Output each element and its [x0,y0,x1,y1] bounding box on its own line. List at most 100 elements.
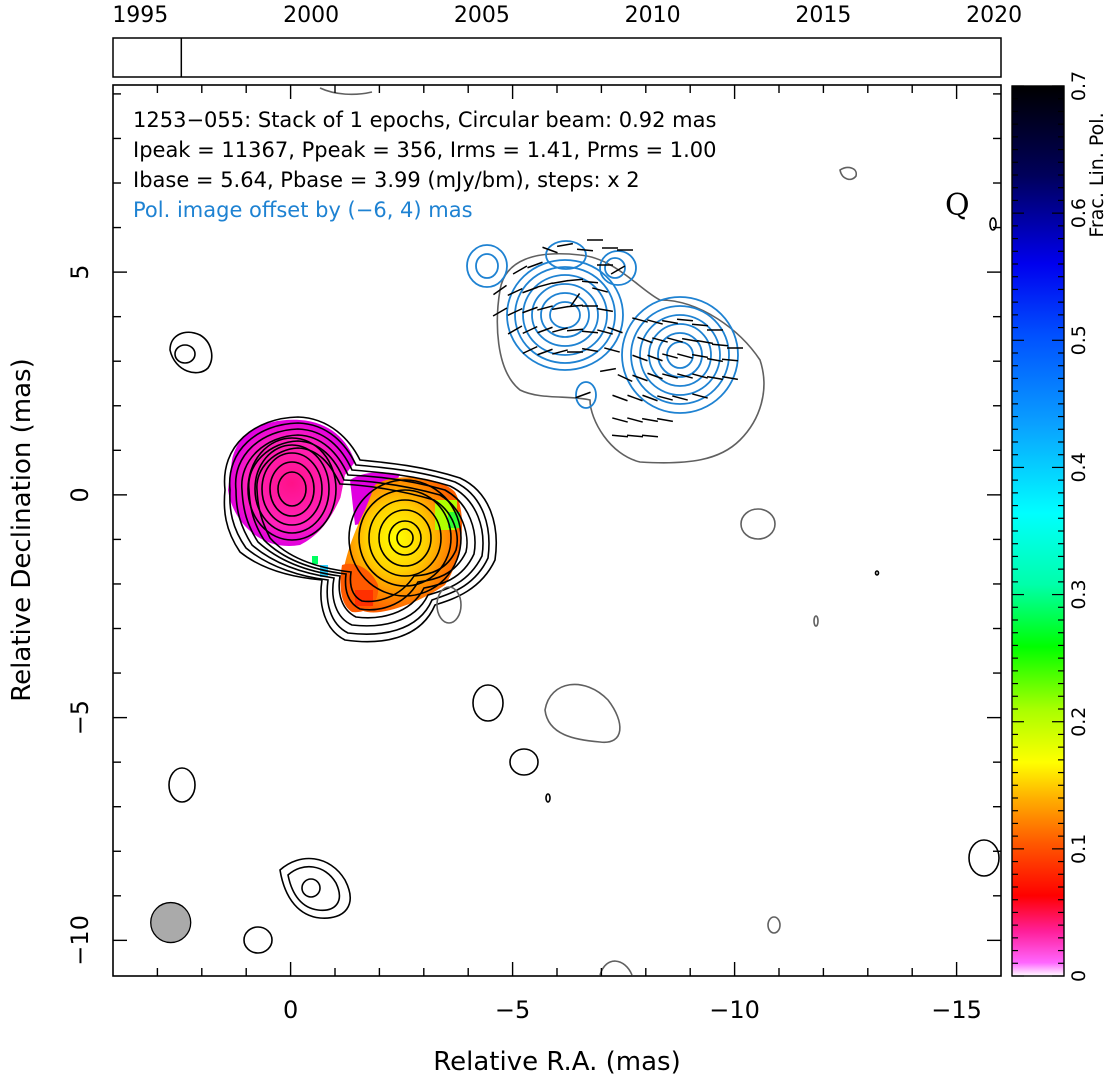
colorbar: 0 0.1 0.2 0.3 0.4 0.5 0.6 0.7 Frac. Lin. Pol. [1011,71,1108,982]
evpa-tick [632,317,648,323]
y-tick-label: 5 [66,264,94,279]
evpa-tick [721,375,739,381]
evpa-tick [507,307,523,317]
evpa-tick [556,242,574,248]
beam-ellipse [150,901,192,944]
evpa-tick [542,246,558,254]
timeline-tick-label: 2005 [454,3,510,28]
colorbar-label: Frac. Lin. Pol. [1086,112,1108,237]
evpa-tick [611,434,629,438]
annotation-line-1: 1253−055: Stack of 1 epochs, Circular be… [133,108,716,132]
evpa-tick [537,348,553,356]
evpa-tick [537,305,553,311]
evpa-tick [642,394,658,402]
evpa-vectors [492,239,743,438]
evpa-tick [641,417,659,423]
evpa-tick [632,374,648,382]
colorbar-ticks: 0 0.1 0.2 0.3 0.4 0.5 0.6 0.7 [1012,71,1090,982]
colorbar-tick-label: 0.4 [1068,452,1090,482]
timeline-tick-label: 2020 [966,3,1022,28]
evpa-tick [522,345,538,355]
evpa-tick [581,280,599,284]
evpa-tick [569,293,581,307]
evpa-tick [522,286,538,294]
evpa-tick [552,349,568,355]
evpa-tick [512,265,528,275]
evpa-tick [492,307,508,317]
evpa-tick [647,354,663,362]
evpa-tick [647,319,663,325]
colorbar-gradient [1011,85,1065,977]
evpa-tick [626,434,644,438]
evpa-tick [706,375,724,381]
colorbar-tick-label: 0.1 [1068,834,1090,864]
evpa-tick [522,325,538,335]
y-tick-label: −10 [66,915,94,966]
evpa-tick [617,373,633,383]
evpa-tick [592,287,608,293]
evpa-tick [656,417,674,423]
colorbar-tick-label: 0.5 [1068,325,1090,355]
stokes-i-contours [168,217,1000,954]
evpa-tick [566,328,584,332]
evpa-tick [507,325,523,335]
evpa-tick [527,261,543,269]
evpa-tick [627,417,643,423]
evpa-tick [691,323,709,327]
evpa-tick [599,367,617,373]
evpa-tick [637,336,653,344]
timeline-tick-label: 2010 [625,3,681,28]
y-tick-label: −5 [66,700,94,735]
colorbar-tick-label: 0 [1068,970,1090,982]
quasar-label: Q [945,188,970,223]
evpa-tick [576,248,594,252]
annotation-line-4: Pol. image offset by (−6, 4) mas [133,198,473,222]
timeline-tick-label: 2000 [283,3,339,28]
evpa-tick [597,329,613,335]
evpa-tick [507,287,523,297]
evpa-tick [604,347,620,353]
annotation-line-2: Ipeak = 11367, Ppeak = 356, Irms = 1.41,… [133,138,716,162]
evpa-tick [632,354,648,362]
evpa-tick [662,373,678,379]
polarized-intensity-contours [466,240,739,414]
evpa-tick [692,393,708,399]
timeline-tick-label: 1995 [112,3,168,28]
evpa-tick [607,326,623,334]
evpa-tick [647,372,663,380]
evpa-tick [537,326,553,334]
evpa-tick [661,319,679,325]
evpa-tick [691,353,709,359]
colorbar-tick-label: 0.2 [1068,707,1090,737]
evpa-tick [581,330,599,334]
evpa-tick [677,373,693,379]
evpa-tick [706,357,724,363]
evpa-tick [566,278,584,282]
evpa-tick [537,282,553,288]
y-axis-label: Relative Declination (mas) [7,358,37,701]
y-tick-label: 0 [66,487,94,502]
evpa-tick [627,394,643,402]
evpa-tick [552,327,568,333]
colorbar-tick-label: 0.6 [1068,198,1090,228]
evpa-tick [676,318,694,322]
evpa-tick [657,395,673,401]
evpa-tick [551,279,569,285]
y-tick-labels: 5 0 −5 −10 [66,264,94,965]
plot-area: 1253−055: Stack of 1 epochs, Circular be… [7,84,1002,1077]
evpa-tick [612,417,628,423]
evpa-tick [696,339,714,345]
evpa-tick [612,394,628,402]
evpa-tick [575,391,591,399]
axis-ticks [113,85,1001,976]
evpa-tick [721,358,739,362]
x-axis-label: Relative R.A. (mas) [433,1047,680,1077]
evpa-tick [667,337,683,343]
x-tick-label: −5 [495,996,530,1024]
x-tick-label: −15 [931,996,982,1024]
timeline-tick-label: 2015 [795,3,851,28]
timeline-ticks: 1995 2000 2005 2010 2015 2020 [112,3,1022,28]
evpa-tick [692,373,708,379]
evpa-tick [681,337,699,343]
